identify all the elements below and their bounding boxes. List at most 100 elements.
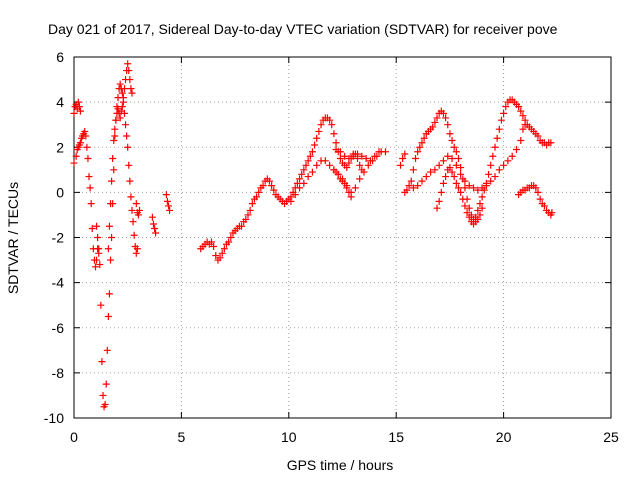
data-point: [534, 132, 542, 140]
data-point: [216, 254, 224, 262]
y-axis-label: SDTVAR / TECUs: [5, 182, 21, 294]
data-point: [457, 170, 465, 178]
y-tick-label: -4: [52, 275, 65, 291]
data-point: [296, 184, 304, 192]
data-point: [122, 121, 130, 129]
data-point: [461, 202, 469, 210]
data-point: [341, 152, 349, 160]
data-point: [330, 130, 338, 138]
data-point: [72, 152, 80, 160]
data-point: [420, 134, 428, 142]
data-point: [452, 148, 460, 156]
data-points: [70, 60, 556, 411]
data-point: [151, 224, 159, 232]
data-point: [409, 184, 417, 192]
data-point: [75, 103, 83, 111]
data-point: [332, 146, 340, 154]
data-point: [433, 204, 441, 212]
x-tick-label: 5: [178, 429, 186, 445]
data-point: [96, 261, 104, 269]
data-point: [244, 211, 252, 219]
data-point: [444, 152, 452, 160]
data-point: [334, 170, 342, 178]
data-point: [119, 94, 127, 102]
data-point: [134, 211, 142, 219]
series-arc-g: [132, 200, 144, 219]
data-point: [547, 139, 555, 147]
series-arc-l: [332, 146, 383, 165]
data-point: [111, 125, 119, 133]
data-point: [93, 222, 101, 230]
data-point: [461, 177, 469, 185]
data-point: [450, 143, 458, 151]
data-point: [132, 200, 140, 208]
data-point: [465, 182, 473, 190]
data-point: [495, 166, 503, 174]
series-arc-e: [118, 60, 136, 111]
data-point: [136, 206, 144, 214]
data-point: [315, 127, 323, 135]
series-arc-r: [472, 96, 555, 221]
data-point: [399, 155, 407, 163]
series-arc-b: [70, 98, 84, 117]
y-tick-label: 0: [56, 184, 64, 200]
data-point: [93, 256, 101, 264]
data-point: [349, 152, 357, 160]
data-point: [111, 132, 119, 140]
data-point: [435, 161, 443, 169]
y-tick-label: -8: [52, 365, 65, 381]
data-point: [336, 148, 344, 156]
data-point: [129, 218, 137, 226]
data-point: [500, 161, 508, 169]
data-point: [429, 123, 437, 131]
data-point: [381, 148, 389, 156]
data-point: [517, 107, 525, 115]
data-point: [532, 184, 540, 192]
series-arc-t: [515, 182, 546, 208]
series-arc-p: [409, 121, 529, 194]
data-point: [448, 136, 456, 144]
data-point: [463, 209, 471, 217]
series-arc-s: [540, 202, 556, 219]
data-point: [118, 103, 126, 111]
data-point: [454, 155, 462, 163]
data-point: [108, 234, 116, 241]
data-point: [163, 197, 171, 205]
data-point: [347, 193, 355, 201]
data-point: [313, 161, 321, 169]
data-point: [500, 109, 508, 117]
data-point: [439, 109, 447, 117]
data-point: [345, 188, 353, 196]
data-point: [95, 245, 103, 253]
data-point: [354, 150, 362, 158]
data-point: [300, 166, 308, 174]
data-point: [465, 204, 473, 212]
data-point: [364, 161, 372, 169]
data-point: [105, 222, 113, 230]
data-point: [401, 150, 409, 158]
data-point: [300, 179, 308, 187]
data-point: [70, 159, 78, 167]
data-point: [534, 188, 542, 196]
data-point: [517, 136, 525, 144]
y-tick-labels: -10 -8 -6 -4 -2 0 2 4 6: [44, 49, 64, 426]
series-arc-m: [330, 166, 355, 201]
series-arc-n: [396, 150, 409, 169]
data-point: [336, 155, 344, 163]
data-point: [341, 179, 349, 187]
data-point: [504, 157, 512, 165]
data-point: [148, 213, 156, 221]
data-point: [74, 98, 82, 106]
data-point: [311, 141, 319, 149]
data-point: [366, 157, 374, 165]
data-point: [287, 197, 295, 205]
x-tick-label: 25: [603, 429, 619, 445]
data-point: [246, 206, 254, 214]
x-tick-label: 15: [388, 429, 404, 445]
data-point: [536, 195, 544, 203]
data-point: [476, 211, 484, 219]
data-point: [326, 116, 334, 124]
data-point: [512, 146, 520, 154]
data-point: [450, 173, 458, 181]
data-point: [127, 193, 135, 201]
